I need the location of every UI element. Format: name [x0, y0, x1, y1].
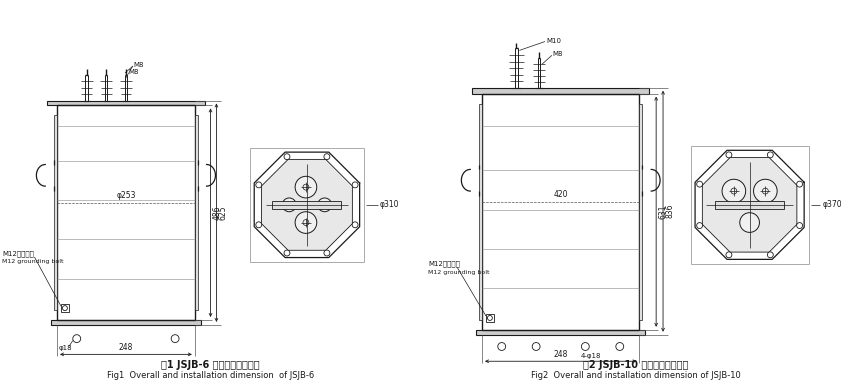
- Text: Fig2  Overall and installation dimension of JSJB-10: Fig2 Overall and installation dimension …: [531, 370, 740, 379]
- Circle shape: [754, 179, 777, 203]
- Polygon shape: [262, 160, 352, 250]
- Circle shape: [696, 181, 702, 187]
- Circle shape: [324, 250, 330, 256]
- Text: φ310: φ310: [380, 200, 399, 209]
- Text: 836: 836: [665, 204, 674, 218]
- Bar: [54, 115, 57, 310]
- Circle shape: [726, 152, 732, 158]
- Circle shape: [796, 181, 802, 187]
- Circle shape: [284, 250, 290, 256]
- Circle shape: [740, 213, 759, 232]
- Text: φ18: φ18: [59, 346, 72, 351]
- Circle shape: [767, 152, 773, 158]
- Bar: [51, 320, 201, 325]
- Text: φ370: φ370: [822, 200, 841, 209]
- Text: 248: 248: [119, 344, 133, 353]
- Bar: [715, 201, 784, 209]
- Text: 420: 420: [553, 190, 568, 199]
- Text: 631: 631: [659, 204, 667, 219]
- Text: M8: M8: [553, 51, 563, 57]
- Bar: [476, 330, 645, 335]
- Circle shape: [324, 154, 330, 160]
- Circle shape: [696, 223, 702, 229]
- Bar: [61, 304, 69, 312]
- Circle shape: [722, 179, 746, 203]
- Text: M12 grounding bolt: M12 grounding bolt: [2, 259, 63, 264]
- Bar: [272, 201, 341, 209]
- Bar: [472, 88, 649, 94]
- Text: M10: M10: [546, 37, 561, 44]
- Circle shape: [726, 252, 732, 258]
- Text: Fig1  Overall and installation dimension  of JSJB-6: Fig1 Overall and installation dimension …: [107, 370, 315, 379]
- Text: 625: 625: [219, 206, 227, 220]
- Text: M12接地螺栓: M12接地螺栓: [2, 251, 34, 257]
- Bar: [47, 101, 204, 105]
- Bar: [195, 115, 198, 310]
- Circle shape: [256, 222, 262, 228]
- Text: M8: M8: [134, 62, 145, 68]
- Text: 图1 JSJB-6 外型及安装尺寸图: 图1 JSJB-6 外型及安装尺寸图: [161, 360, 260, 370]
- Bar: [57, 105, 195, 320]
- Text: 248: 248: [553, 350, 568, 359]
- Text: 4-φ18: 4-φ18: [580, 353, 601, 359]
- Polygon shape: [702, 158, 797, 252]
- Circle shape: [318, 198, 331, 212]
- Circle shape: [283, 198, 296, 212]
- Text: M12 grounding bolt: M12 grounding bolt: [428, 270, 489, 275]
- Circle shape: [284, 154, 290, 160]
- Circle shape: [352, 182, 358, 188]
- Text: M8: M8: [128, 69, 139, 75]
- Text: M12接地螺栓: M12接地螺栓: [428, 261, 460, 267]
- Circle shape: [295, 176, 317, 198]
- Text: 图2 JSJB-10 外型及安装尺寸图: 图2 JSJB-10 外型及安装尺寸图: [583, 360, 688, 370]
- Circle shape: [295, 212, 317, 233]
- Bar: [479, 103, 482, 320]
- Bar: [482, 94, 639, 330]
- Bar: [639, 103, 643, 320]
- Circle shape: [767, 252, 773, 258]
- Bar: [486, 314, 494, 322]
- Text: φ253: φ253: [116, 191, 135, 200]
- Circle shape: [796, 223, 802, 229]
- Text: 486: 486: [213, 206, 221, 220]
- Circle shape: [352, 222, 358, 228]
- Circle shape: [256, 182, 262, 188]
